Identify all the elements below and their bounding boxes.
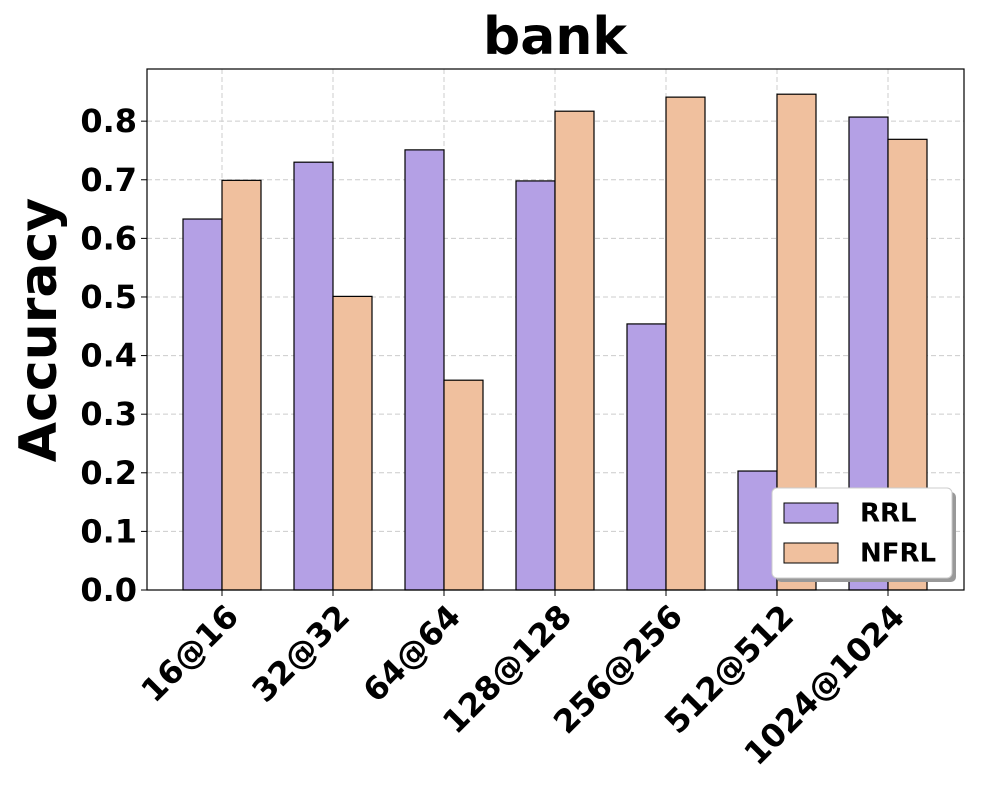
bar <box>182 218 223 591</box>
legend-swatch <box>783 502 839 524</box>
y-tick-label: 0.3 <box>80 395 137 433</box>
legend-label: NFRL <box>860 539 936 569</box>
x-tick-label: 64@64 <box>356 597 468 709</box>
y-tick-label: 0.7 <box>80 161 137 199</box>
y-tick-label: 0.4 <box>80 337 137 375</box>
bar <box>737 470 778 591</box>
x-tick-label: 32@32 <box>245 597 357 709</box>
chart-title: bank <box>483 7 628 67</box>
bar <box>626 323 667 591</box>
plot-frame <box>146 68 965 591</box>
legend-swatch <box>783 542 839 564</box>
bar <box>443 379 484 591</box>
y-axis-label: Accuracy <box>9 198 69 462</box>
y-tick-label: 0.5 <box>80 278 137 316</box>
bar <box>332 295 373 591</box>
bar <box>221 179 262 591</box>
x-tick-label: 16@16 <box>134 597 246 709</box>
y-tick-label: 0.8 <box>80 102 137 140</box>
bar <box>665 96 706 591</box>
bar <box>515 180 556 591</box>
legend-label: RRL <box>860 499 917 529</box>
bar <box>554 110 595 591</box>
y-tick-label: 0.2 <box>80 454 137 492</box>
bar <box>293 161 334 591</box>
y-tick-label: 0.1 <box>80 512 137 550</box>
y-tick-label: 0.0 <box>80 571 137 609</box>
bar <box>404 149 445 591</box>
y-tick-label: 0.6 <box>80 219 137 257</box>
